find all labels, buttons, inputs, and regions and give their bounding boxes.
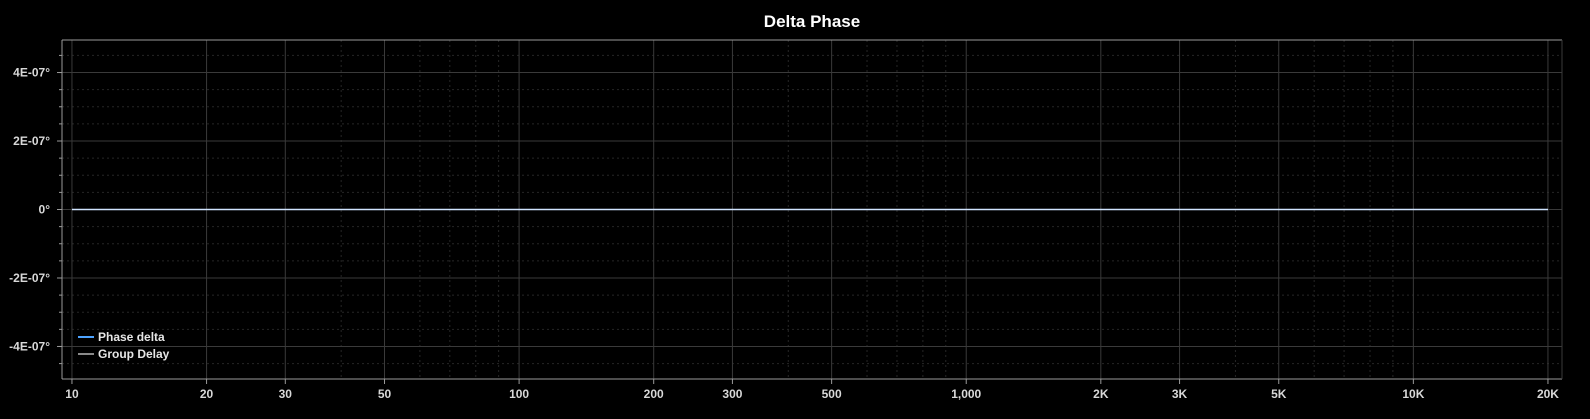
x-tick-label: 500	[822, 387, 842, 401]
x-tick-label: 30	[279, 387, 293, 401]
y-tick-label: -4E-07°	[9, 339, 50, 353]
x-tick-label: 3K	[1172, 387, 1188, 401]
y-tick-label: 0°	[39, 203, 51, 217]
x-tick-label: 200	[644, 387, 664, 401]
x-tick-label: 20	[200, 387, 214, 401]
x-tick-label: 20K	[1537, 387, 1559, 401]
x-tick-label: 10K	[1402, 387, 1424, 401]
x-tick-label: 300	[722, 387, 742, 401]
legend-label: Phase delta	[98, 330, 165, 344]
x-tick-label: 10	[65, 387, 79, 401]
x-tick-label: 100	[509, 387, 529, 401]
x-tick-label: 1,000	[951, 387, 981, 401]
y-tick-label: -2E-07°	[9, 271, 50, 285]
y-tick-label: 2E-07°	[13, 134, 50, 148]
x-tick-label: 2K	[1093, 387, 1109, 401]
legend-label: Group Delay	[98, 347, 170, 361]
y-tick-label: 4E-07°	[13, 66, 50, 80]
chart-title: Delta Phase	[764, 12, 860, 31]
x-tick-label: 5K	[1271, 387, 1287, 401]
x-tick-label: 50	[378, 387, 392, 401]
